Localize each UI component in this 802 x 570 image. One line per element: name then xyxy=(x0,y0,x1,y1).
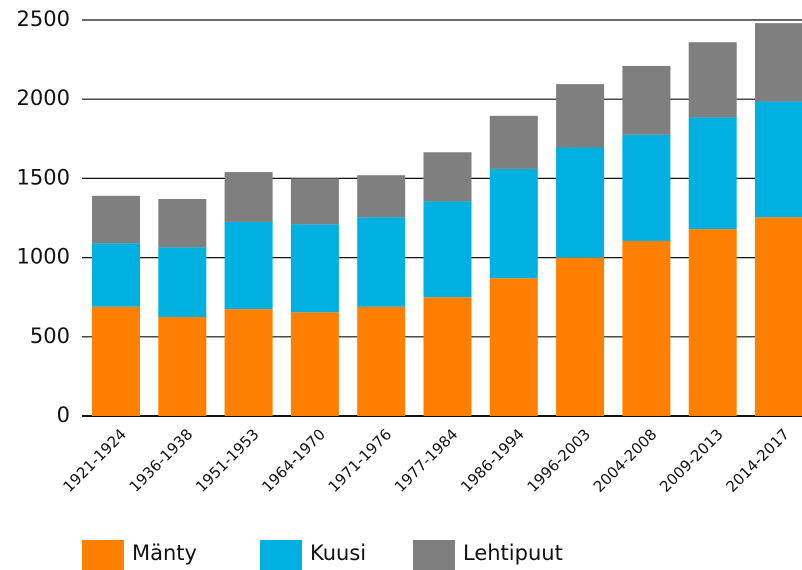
bar-segment xyxy=(688,229,737,416)
bar-segment xyxy=(423,201,472,298)
legend-swatch xyxy=(413,540,455,570)
bar-segment xyxy=(357,217,406,307)
bar-segment xyxy=(224,221,273,310)
bar-segment xyxy=(755,217,802,416)
bar-segment xyxy=(622,65,671,135)
bar-segment xyxy=(224,309,273,416)
x-tick-label: 1921-1924 xyxy=(59,425,130,496)
bar-segment xyxy=(688,117,737,230)
bar-segment xyxy=(688,42,737,118)
bar-segment xyxy=(290,224,339,313)
bar-segment xyxy=(158,317,207,416)
bar-segment xyxy=(92,195,140,244)
bar-segment xyxy=(158,198,207,248)
bar-segment xyxy=(489,115,538,169)
bar-segment xyxy=(755,23,802,102)
bar-segment xyxy=(755,101,802,218)
x-tick-label: 1936-1938 xyxy=(126,425,197,496)
bar-segment xyxy=(423,297,472,416)
bar-segment xyxy=(357,175,406,218)
y-tick-label: 500 xyxy=(30,324,70,348)
y-tick-label: 0 xyxy=(57,403,70,427)
x-tick-label: 1986-1994 xyxy=(457,425,528,496)
x-tick-label: 1964-1970 xyxy=(258,425,329,496)
bar-segment xyxy=(290,312,339,416)
bar-segment xyxy=(92,243,140,307)
x-tick-label: 2004-2008 xyxy=(590,425,661,496)
bar-segment xyxy=(158,247,207,317)
bar-segment xyxy=(290,178,339,225)
y-tick-label: 1000 xyxy=(17,245,70,269)
x-tick-label: 1996-2003 xyxy=(524,425,595,496)
x-tick-label: 1971-1976 xyxy=(325,425,396,496)
legend-swatch xyxy=(260,540,302,570)
legend-swatch xyxy=(82,540,124,570)
legend-label: Kuusi xyxy=(310,541,366,565)
legend-label: Mänty xyxy=(132,541,197,565)
y-tick-label: 1500 xyxy=(17,165,70,189)
bar-segment xyxy=(622,240,671,416)
bar-segment xyxy=(92,306,140,416)
bar-segment xyxy=(622,134,671,241)
bar-segment xyxy=(556,84,605,148)
x-tick-label: 2009-2013 xyxy=(656,425,727,496)
bar-segment xyxy=(556,147,605,258)
bar-segment xyxy=(489,168,538,279)
x-tick-label: 2014-2017 xyxy=(722,425,793,496)
x-tick-label: 1951-1953 xyxy=(192,425,263,496)
y-tick-label: 2000 xyxy=(17,86,70,110)
bar-segment xyxy=(357,306,406,416)
bar-segment xyxy=(423,152,472,202)
legend-label: Lehtipuut xyxy=(463,541,563,565)
y-tick-label: 2500 xyxy=(17,7,70,31)
x-tick-label: 1977-1984 xyxy=(391,425,462,496)
bar-segment xyxy=(489,278,538,416)
bar-segment xyxy=(556,257,605,416)
bar-segment xyxy=(224,172,273,222)
